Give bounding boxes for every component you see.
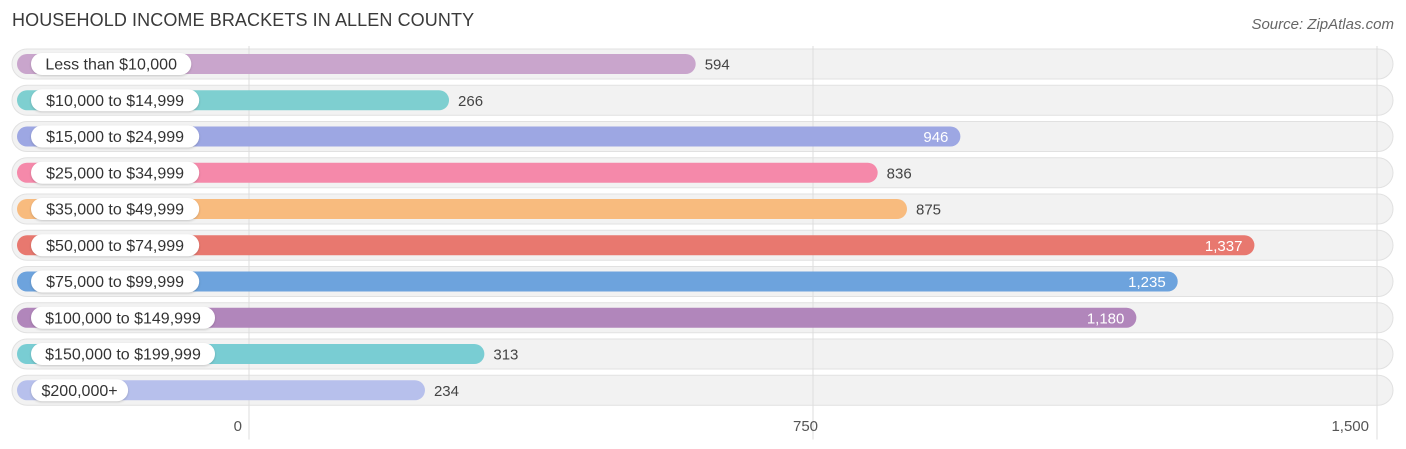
value-label: 234 (434, 383, 459, 400)
value-label: 266 (458, 93, 483, 110)
chart-title: HOUSEHOLD INCOME BRACKETS IN ALLEN COUNT… (12, 10, 475, 30)
bar (17, 199, 907, 219)
category-pill (31, 379, 129, 402)
x-tick-label: 0 (234, 418, 242, 435)
category-label: $200,000+ (42, 383, 118, 400)
category-pill (31, 53, 192, 75)
bar (17, 307, 1137, 328)
value-label: 1,235 (1128, 274, 1166, 291)
bar (17, 271, 1178, 292)
category-label: Less than $10,000 (45, 57, 177, 74)
category-label: $25,000 to $34,999 (46, 165, 184, 182)
category-label: $50,000 to $74,999 (46, 238, 184, 255)
category-label: $15,000 to $24,999 (46, 129, 184, 146)
category-pill (31, 343, 215, 365)
value-label: 1,337 (1205, 238, 1243, 255)
value-label: 594 (705, 57, 730, 74)
x-tick-label: 750 (793, 418, 818, 435)
category-pill (31, 198, 200, 220)
bar (17, 162, 878, 183)
category-pill (31, 234, 200, 257)
chart-source: Source: ZipAtlas.com (1251, 16, 1394, 33)
value-label: 875 (916, 202, 941, 219)
value-label: 836 (887, 165, 912, 182)
x-tick-label: 1,500 (1331, 418, 1369, 435)
category-pill (31, 270, 200, 293)
bar (17, 126, 961, 147)
category-label: $35,000 to $49,999 (46, 202, 184, 219)
category-label: $75,000 to $99,999 (46, 274, 184, 291)
category-pill (31, 125, 200, 148)
category-label: $10,000 to $14,999 (46, 93, 184, 110)
category-label: $100,000 to $149,999 (45, 310, 201, 327)
value-label: 946 (923, 129, 948, 146)
value-label: 1,180 (1087, 310, 1125, 327)
category-pill (31, 306, 215, 329)
category-pill (31, 161, 200, 184)
category-label: $150,000 to $199,999 (45, 347, 201, 364)
bar (17, 235, 1255, 256)
value-label: 313 (493, 347, 518, 364)
category-pill (31, 89, 200, 112)
